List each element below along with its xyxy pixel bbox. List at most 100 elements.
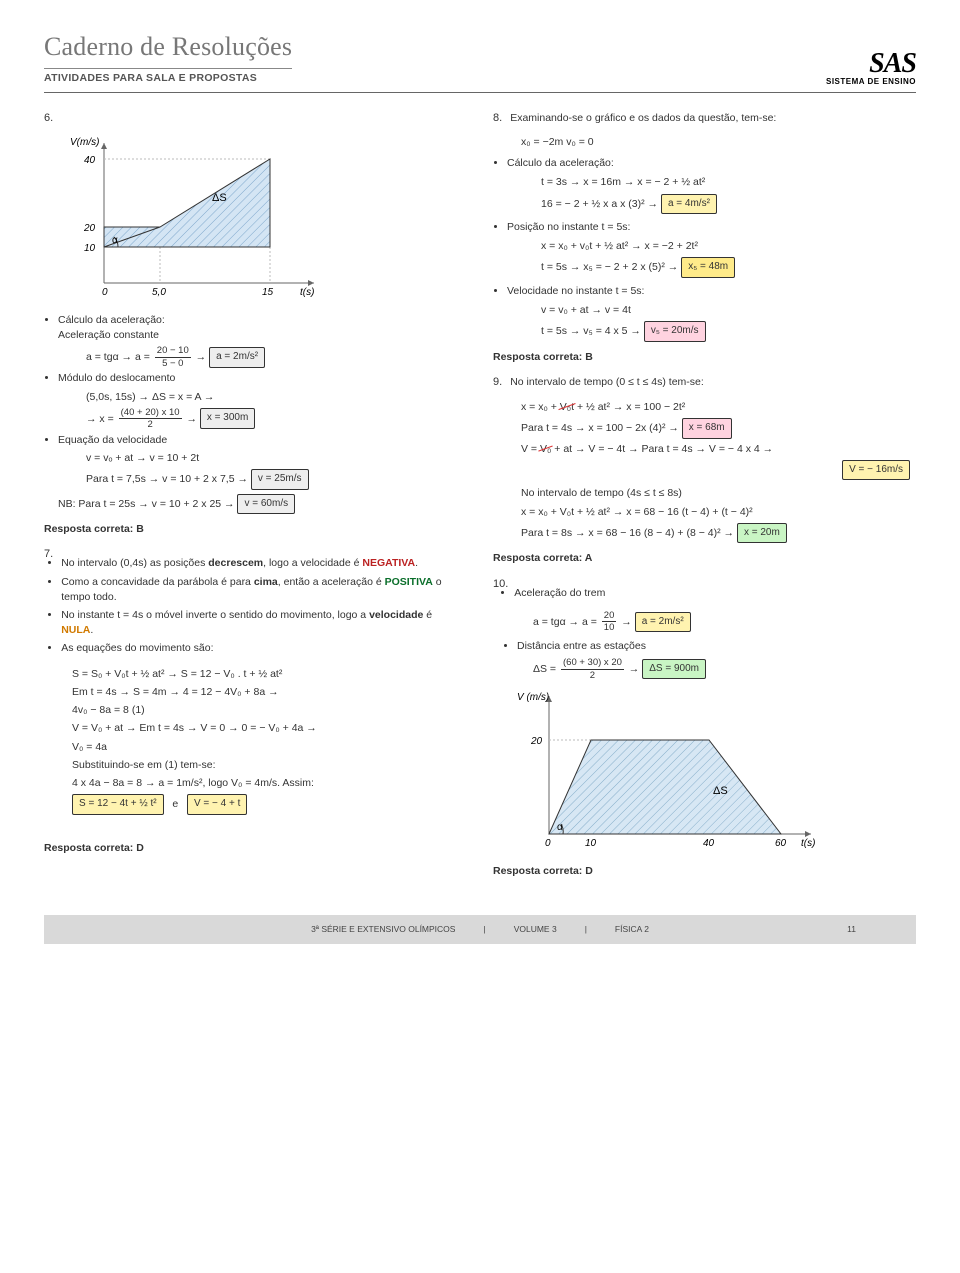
q9-eq2-l: Para t = 4s → x = 100 − 2x (4)² →	[521, 422, 679, 434]
svg-text:ΔS: ΔS	[212, 192, 227, 204]
header-left: Caderno de Resoluções ATIVIDADES PARA SA…	[44, 28, 292, 86]
q9-intro: No intervalo de tempo (0 ≤ t ≤ 4s) tem-s…	[510, 375, 916, 397]
svg-text:0: 0	[545, 838, 551, 849]
q6-box-x: x = 300m	[200, 408, 255, 429]
footer-sep1: |	[483, 923, 485, 935]
footer-bar: 3ª SÉRIE E EXTENSIVO OLÍMPICOS | VOLUME …	[44, 915, 916, 943]
svg-text:20: 20	[530, 736, 543, 747]
q7-b1: No intervalo (0,4s) as posições decresce…	[61, 556, 467, 571]
q7-eq3: 4v₀ − 8a = 8 (1)	[72, 703, 467, 718]
q9-b1: No intervalo de tempo (4s ≤ t ≤ 8s)	[521, 486, 916, 501]
q6-box-a: a = 2m/s²	[209, 347, 265, 368]
q6-eq6: NB: Para t = 25s → v = 10 + 2 x 25 → v =…	[58, 494, 467, 515]
q9-eq1: x = x₀ + V₀t + ½ at² → x = 100 − 2t²	[521, 400, 916, 415]
q6-box-v2: v = 60m/s	[237, 494, 295, 515]
q8-bul3: Velocidade no instante t = 5s:	[507, 284, 916, 299]
page-subtitle: ATIVIDADES PARA SALA E PROPOSTAS	[44, 71, 292, 86]
q10-eq1-frac: 2010	[602, 611, 617, 633]
q6-b1-text: Cálculo da aceleração:	[58, 314, 165, 326]
q9-number: 9.	[493, 375, 502, 391]
q10-eq2-l: ΔS =	[533, 663, 556, 675]
q10-b1: Aceleração do trem	[514, 586, 605, 601]
q10-bullets: Aceleração do trem	[514, 583, 605, 604]
footer-wrap: 3ª SÉRIE E EXTENSIVO OLÍMPICOS | VOLUME …	[44, 915, 916, 943]
q8-eq5: v = v₀ + at → v = 4t	[541, 303, 916, 318]
q8-response: Resposta correta: B	[493, 350, 916, 365]
q9-eq3: V = V₀ + at → V = − 4t → Para t = 4s → V…	[521, 442, 916, 457]
svg-text:40: 40	[84, 155, 96, 166]
q6-eq1-frac: 20 − 105 − 0	[155, 346, 191, 368]
q7-eq2: Em t = 4s → S = 4m → 4 = 12 − 4V₀ + 8a →	[72, 685, 467, 700]
q10-response: Resposta correta: D	[493, 864, 916, 879]
q7-eq4: V = V₀ + at → Em t = 4s → V = 0 → 0 = − …	[72, 721, 467, 736]
svg-text:60: 60	[775, 838, 787, 849]
q10-chart-svg: V (m/s) 20 0 10 40 60 t(s)	[513, 684, 823, 854]
q9-box-x2: x = 20m	[737, 523, 787, 544]
q8-eq1: t = 3s → x = 16m → x = − 2 + ½ at²	[541, 175, 916, 190]
q6-eq3-left: → x =	[86, 413, 114, 425]
svg-text:10: 10	[84, 243, 96, 254]
svg-text:15: 15	[262, 287, 274, 298]
q7-boxes: S = 12 − 4t + ½ t² e V = − 4 + t	[72, 794, 467, 815]
q6-eq2: (5,0s, 15s) → ΔS = x = A →	[86, 390, 467, 405]
q10-eq2-frac: (60 + 30) x 202	[561, 658, 624, 680]
q10-eq1: a = tgα → a = 2010 → a = 2m/s²	[533, 611, 916, 633]
q9-response: Resposta correta: A	[493, 551, 916, 566]
q6-eq3-frac: (40 + 20) x 102	[119, 408, 182, 430]
q6-eq1: a = tgα → a = 20 − 105 − 0 → a = 2m/s²	[86, 346, 467, 368]
q6-bullets: Cálculo da aceleração: Aceleração consta…	[58, 313, 467, 490]
q10-eq1-l: a = tgα → a =	[533, 616, 597, 628]
svg-text:α: α	[557, 822, 563, 833]
q9-eq2: Para t = 4s → x = 100 − 2x (4)² → x = 68…	[521, 418, 916, 439]
q7-box-s: S = 12 − 4t + ½ t²	[72, 794, 164, 815]
q9-box-v-wrap: V = − 16m/s	[493, 460, 910, 481]
q9: 9. No intervalo de tempo (0 ≤ t ≤ 4s) te…	[493, 375, 916, 567]
q7-b2: Como a concavidade da parábola é para ci…	[61, 575, 467, 605]
q8-eq3: x = x₀ + v₀t + ½ at² → x = −2 + 2t²	[541, 239, 916, 254]
q6-eq5: Para t = 7,5s → v = 10 + 2 x 7,5 → v = 2…	[86, 469, 467, 490]
q8-eq4-l: t = 5s → x₅ = − 2 + 2 x (5)² →	[541, 261, 678, 273]
q7-b4: As equações do movimento são:	[61, 641, 467, 656]
q6-b1: Cálculo da aceleração: Aceleração consta…	[58, 313, 467, 368]
q6-response: Resposta correta: B	[44, 522, 467, 537]
svg-text:10: 10	[585, 838, 597, 849]
q6-chart: 40 20 10 V(m/s) 0 5,0 15 t(s)	[64, 133, 467, 303]
q6-chart-svg: 40 20 10 V(m/s) 0 5,0 15 t(s)	[64, 133, 324, 303]
q8-number: 8.	[493, 111, 502, 127]
columns: 6. 40 20 10 V(m/s) 0 5,0 15	[44, 111, 916, 889]
q8-eq6-l: t = 5s → v₅ = 4 x 5 →	[541, 325, 641, 337]
q8-eq2: 16 = − 2 + ½ x a x (3)² → a = 4m/s²	[541, 194, 916, 215]
header: Caderno de Resoluções ATIVIDADES PARA SA…	[44, 28, 916, 86]
q7-eq6: Substituindo-se em (1) tem-se:	[72, 758, 467, 773]
brand-logo: SAS SISTEMA DE ENSINO	[826, 50, 916, 86]
q8-intro: Examinando-se o gráfico e os dados da qu…	[510, 111, 916, 133]
left-column: 6. 40 20 10 V(m/s) 0 5,0 15	[44, 111, 467, 889]
q8-box-x5: x₅ = 48m	[681, 257, 735, 278]
q8-line1: x₀ = −2m v₀ = 0	[521, 135, 916, 150]
q6-b3-text: Equação da velocidade	[58, 434, 167, 446]
q8-b1: Posição no instante t = 5s:	[507, 220, 916, 235]
q8-box-a: a = 4m/s²	[661, 194, 717, 215]
svg-text:20: 20	[83, 223, 96, 234]
svg-text:t(s): t(s)	[300, 287, 314, 298]
q10-box-ds: ΔS = 900m	[642, 659, 706, 680]
q8-eq6: t = 5s → v₅ = 4 x 5 → v₅ = 20m/s	[541, 321, 916, 342]
q10: 10. Aceleração do trem a = tgα → a = 201…	[493, 577, 916, 880]
footer-subject: FÍSICA 2	[615, 923, 649, 935]
q8-box-v5: v₅ = 20m/s	[644, 321, 706, 342]
q6-b3: Equação da velocidade v = vₒ + at → v = …	[58, 433, 467, 490]
q7-eq1: S = S₀ + V₀t + ½ at² → S = 12 − V₀ . t +…	[72, 667, 467, 682]
footer-page: 11	[847, 923, 856, 935]
q6-eq3: → x = (40 + 20) x 102 → x = 300m	[86, 408, 467, 430]
q6-number: 6.	[44, 111, 467, 127]
q7-bullets: No intervalo (0,4s) as posições decresce…	[61, 553, 467, 659]
q7-conj: e	[172, 798, 178, 810]
q9-eq4: x = x₀ + V₀t + ½ at² → x = 68 − 16 (t − …	[521, 505, 916, 520]
q6-b2: Módulo do deslocamento (5,0s, 15s) → ΔS …	[58, 371, 467, 429]
q10-box-a: a = 2m/s²	[635, 612, 691, 633]
right-column: 8. Examinando-se o gráfico e os dados da…	[493, 111, 916, 889]
footer-sep2: |	[585, 923, 587, 935]
svg-text:ΔS: ΔS	[713, 785, 728, 797]
q8-b2: Velocidade no instante t = 5s:	[507, 284, 916, 299]
q6-b2-text: Módulo do deslocamento	[58, 372, 175, 384]
